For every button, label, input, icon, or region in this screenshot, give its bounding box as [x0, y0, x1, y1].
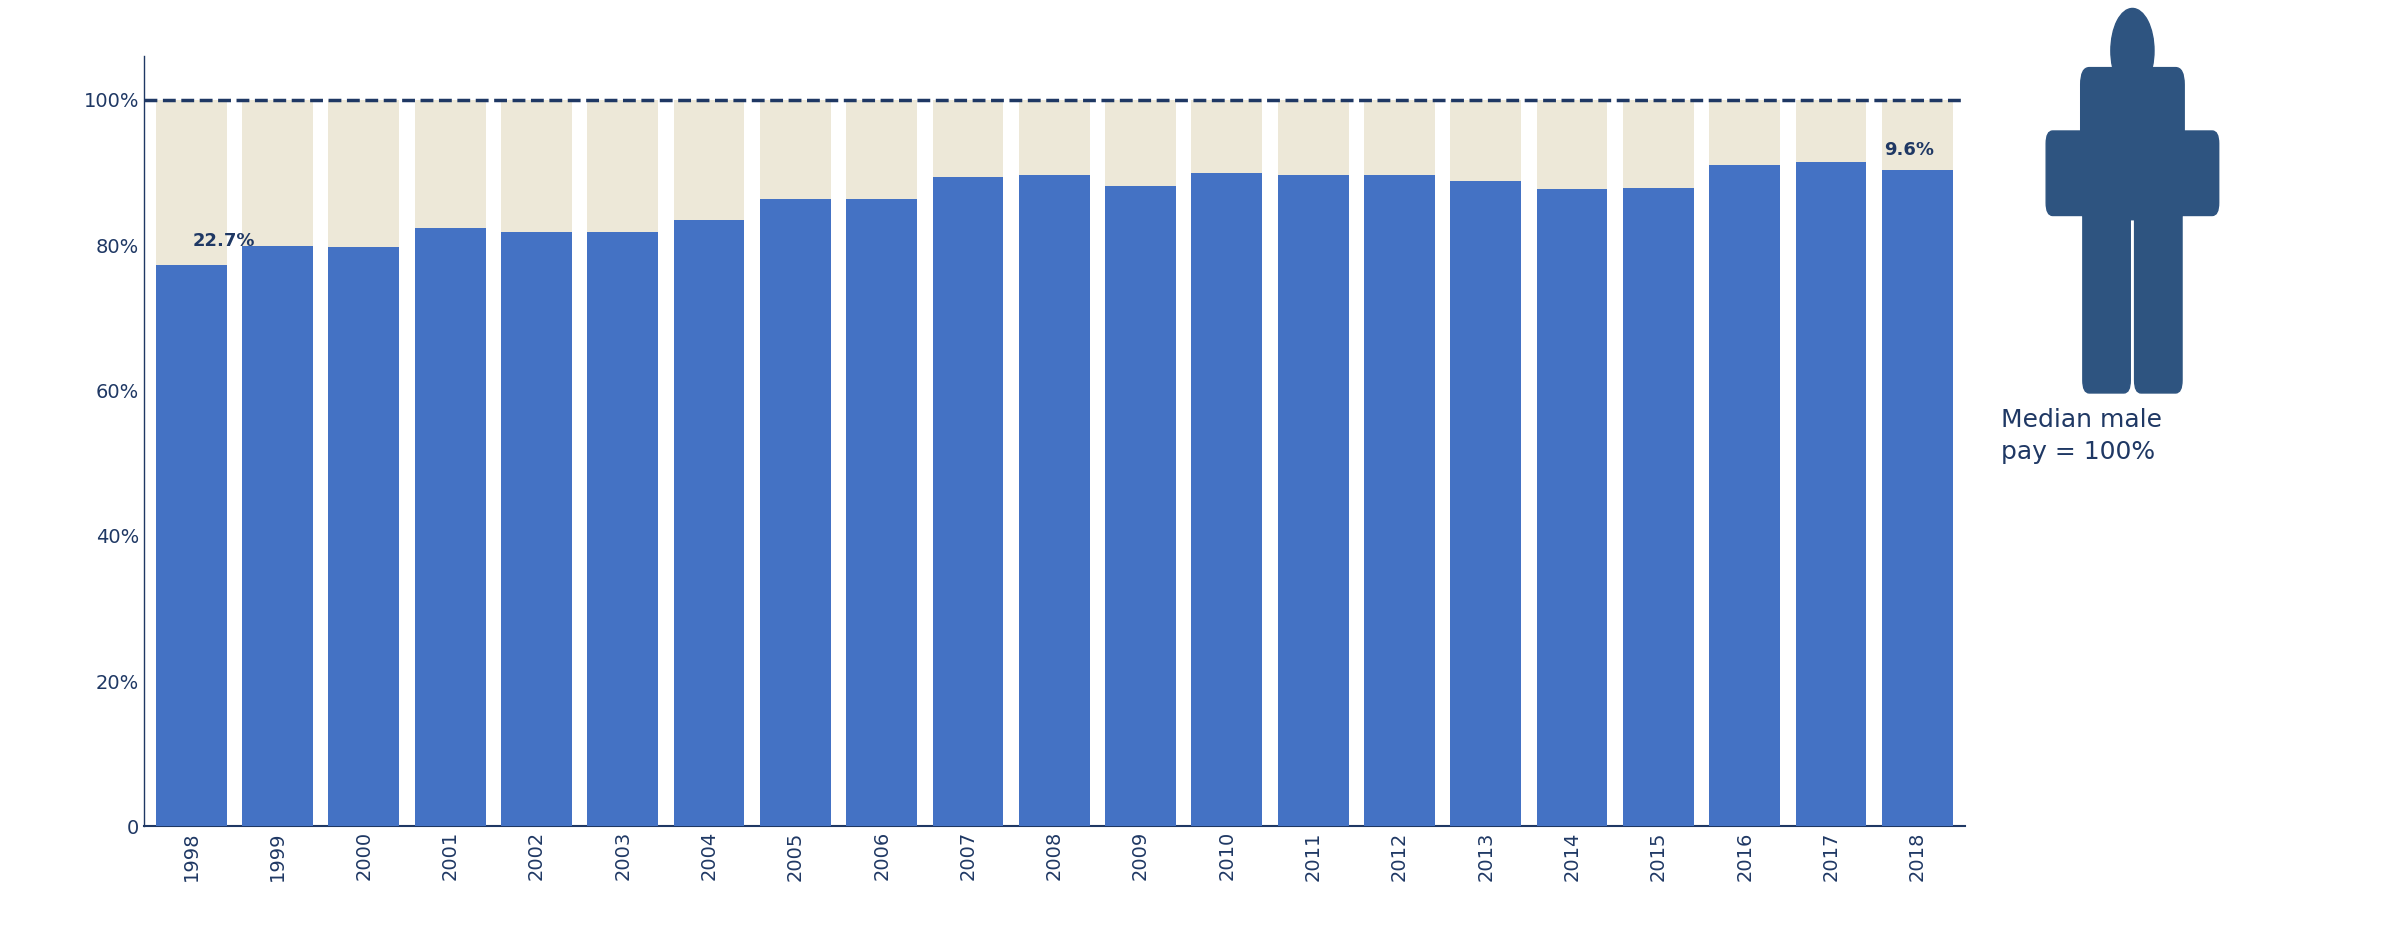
Bar	[760, 199, 831, 826]
Bar	[1277, 175, 1349, 826]
Bar	[1105, 186, 1176, 826]
Bar	[846, 100, 918, 826]
Bar	[415, 228, 486, 826]
Bar	[673, 220, 745, 826]
Bar	[1536, 189, 1608, 826]
FancyBboxPatch shape	[2135, 190, 2183, 393]
Circle shape	[2111, 8, 2154, 93]
Bar	[328, 100, 400, 826]
Bar	[673, 100, 745, 826]
Bar	[1622, 100, 1694, 826]
Bar	[1881, 170, 1953, 826]
Bar	[932, 177, 1004, 826]
Bar	[1881, 100, 1953, 826]
Bar	[156, 100, 228, 826]
Bar	[501, 100, 573, 826]
Bar	[587, 232, 659, 826]
Bar	[1708, 100, 1780, 826]
Bar	[156, 265, 228, 826]
FancyBboxPatch shape	[2080, 68, 2185, 220]
FancyBboxPatch shape	[2046, 131, 2096, 215]
Bar	[1105, 100, 1176, 826]
Bar	[846, 199, 918, 826]
Bar	[1708, 165, 1780, 826]
Bar	[932, 100, 1004, 826]
Bar	[587, 100, 659, 826]
Text: Median male
pay = 100%: Median male pay = 100%	[2001, 408, 2161, 464]
Bar	[1795, 100, 1866, 826]
Bar	[760, 100, 831, 826]
Text: 22.7%: 22.7%	[194, 232, 256, 251]
Bar	[242, 246, 314, 826]
Bar	[1277, 100, 1349, 826]
Bar	[1795, 162, 1866, 826]
Bar	[328, 247, 400, 826]
Text: 9.6%: 9.6%	[1886, 141, 1934, 159]
Bar	[1536, 100, 1608, 826]
Bar	[1191, 100, 1263, 826]
Bar	[1450, 100, 1521, 826]
Bar	[501, 232, 573, 826]
Bar	[1363, 100, 1435, 826]
Bar	[1622, 188, 1694, 826]
FancyBboxPatch shape	[2168, 131, 2219, 215]
Bar	[1450, 180, 1521, 826]
Bar	[1363, 176, 1435, 826]
Bar	[1018, 176, 1090, 826]
Bar	[242, 100, 314, 826]
Bar	[1018, 100, 1090, 826]
FancyBboxPatch shape	[2082, 190, 2130, 393]
Bar	[1191, 174, 1263, 826]
Bar	[415, 100, 486, 826]
